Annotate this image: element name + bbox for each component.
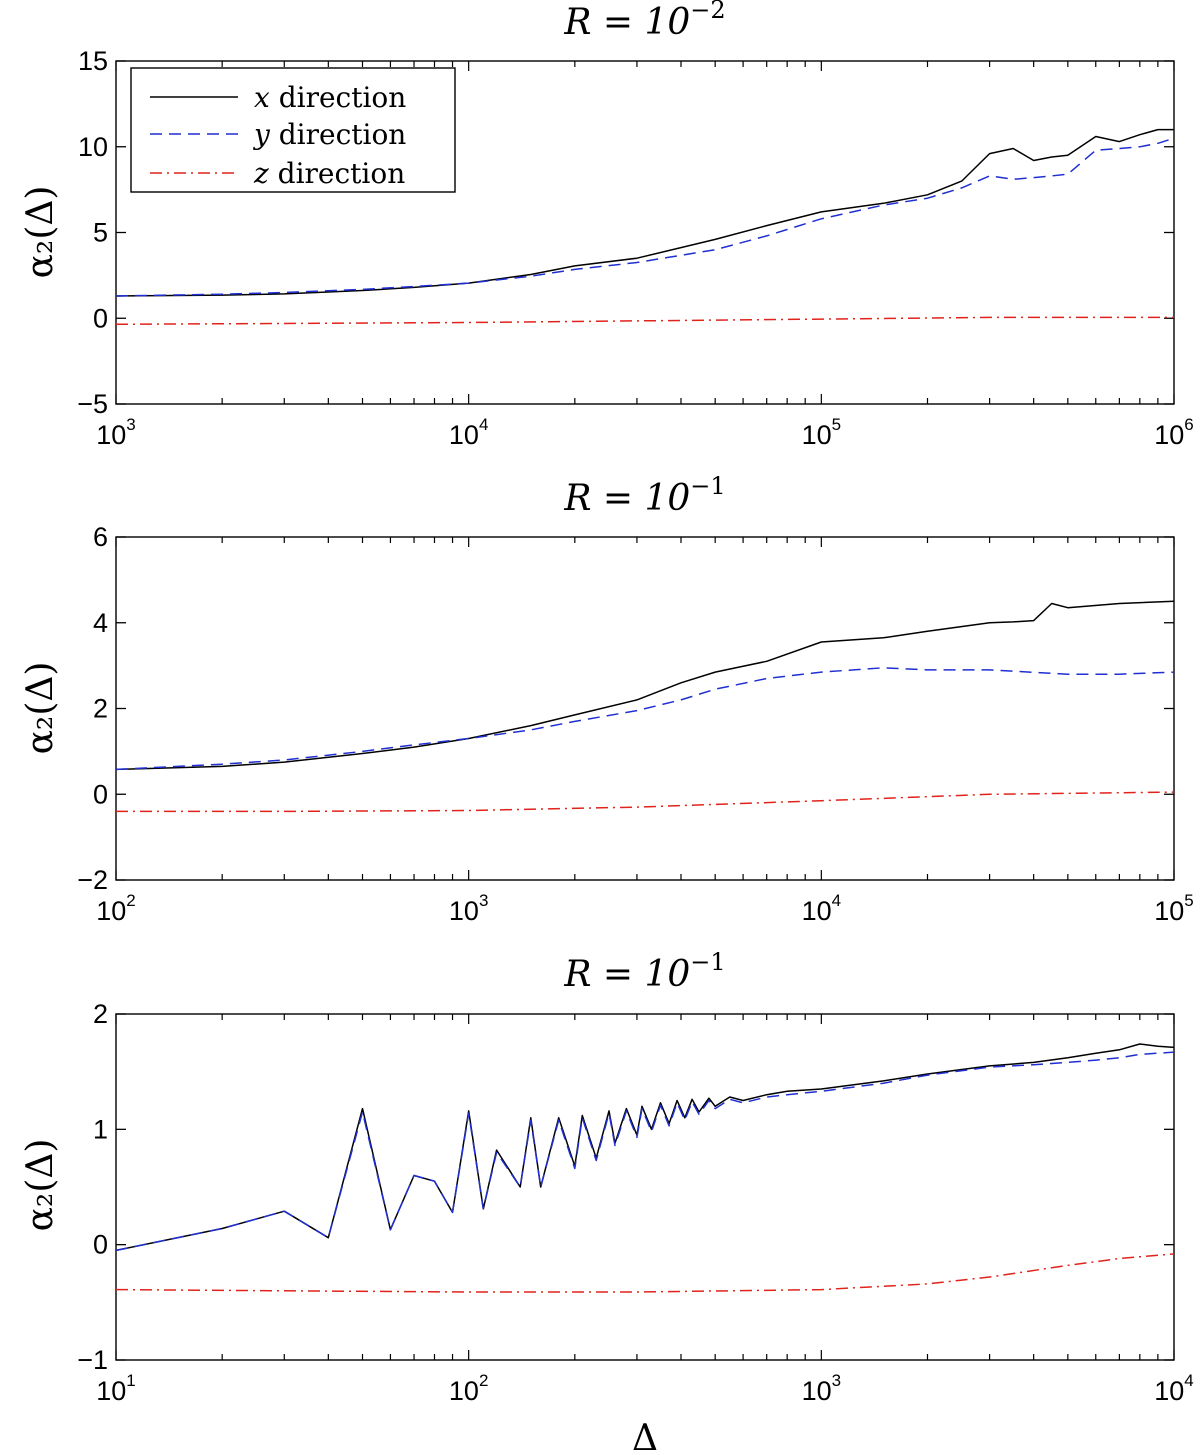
panel-3-axes-frame <box>115 1013 1175 1361</box>
xtick-label-base: 10 <box>1154 420 1184 450</box>
panel-2-series <box>115 600 1175 813</box>
ytick-label: 5 <box>93 218 108 248</box>
legend-box <box>130 67 456 193</box>
ytick-label: 2 <box>93 999 108 1029</box>
panel-2-title-base: R = 10 <box>563 478 690 519</box>
panel-3-xlabel: Δ <box>632 1418 658 1455</box>
xtick-label-base: 10 <box>96 420 126 450</box>
xtick-label-base: 10 <box>1154 896 1184 926</box>
xtick-label-base: 10 <box>1154 1376 1184 1406</box>
ytick-label: 0 <box>93 1230 108 1260</box>
xtick-label-exponent: 5 <box>832 415 841 434</box>
xtick-label-exponent: 4 <box>1184 1371 1193 1390</box>
panel-2-ylabel: α₂(Δ) <box>20 662 61 755</box>
xtick-label: 103 <box>449 891 489 926</box>
ytick-label: −2 <box>77 865 108 895</box>
panel-1-title-base: R = 10 <box>563 2 690 43</box>
panel-2-title-exponent: −1 <box>690 472 725 500</box>
xtick-label: 102 <box>449 1371 489 1406</box>
series-x-direction <box>115 128 1174 297</box>
panel-1-series <box>115 128 1175 326</box>
xtick-label-base: 10 <box>96 896 126 926</box>
xtick-label: 105 <box>802 415 842 450</box>
legend-entry-x-var: x <box>254 81 270 114</box>
ytick-label: −5 <box>77 389 108 419</box>
ytick-label: 2 <box>93 694 108 724</box>
ytick-label: 4 <box>93 608 108 638</box>
legend-entry-y-text: direction <box>270 118 407 151</box>
series-z-direction <box>115 1253 1175 1293</box>
series-z-direction <box>116 791 1175 813</box>
xtick-label: 104 <box>1154 1371 1194 1406</box>
xtick-label: 103 <box>802 1371 842 1406</box>
xtick-label: 103 <box>96 415 136 450</box>
xtick-label-exponent: 4 <box>479 415 488 434</box>
xtick-label-exponent: 1 <box>126 1371 135 1390</box>
xtick-label-base: 10 <box>449 420 479 450</box>
ytick-label: 0 <box>93 779 108 809</box>
xtick-label-base: 10 <box>802 1376 832 1406</box>
xtick-label-base: 10 <box>96 1376 126 1406</box>
series-y-direction <box>115 667 1175 771</box>
legend-entry-x-text: direction <box>270 81 407 114</box>
panel-1-ylabel: α₂(Δ) <box>20 186 61 279</box>
panel-3-title-exponent: −1 <box>690 948 725 976</box>
legend-entry-x: x direction <box>254 81 406 114</box>
xtick-label-exponent: 3 <box>479 891 488 910</box>
xtick-label-exponent: 3 <box>126 415 135 434</box>
xtick-label-base: 10 <box>802 896 832 926</box>
xtick-label-exponent: 5 <box>1184 891 1193 910</box>
panel-1-legend: x direction y direction z direction <box>130 67 456 193</box>
panel-3-series <box>115 1043 1175 1293</box>
panel-2-title: R = 10−1 <box>563 472 725 519</box>
ytick-label: 1 <box>93 1114 108 1144</box>
ytick-label: 0 <box>93 303 108 333</box>
ytick-label: 10 <box>78 132 108 162</box>
xtick-label-base: 10 <box>802 420 832 450</box>
xtick-label: 106 <box>1154 415 1194 450</box>
xtick-label: 105 <box>1154 891 1194 926</box>
ytick-label: 6 <box>93 522 108 552</box>
xtick-label: 101 <box>96 1371 136 1406</box>
xtick-label-exponent: 6 <box>1184 415 1193 434</box>
panel-3-title-base: R = 10 <box>563 954 690 995</box>
xtick-label-base: 10 <box>449 896 479 926</box>
panel-3-title: R = 10−1 <box>563 948 725 995</box>
legend-entry-y-var: y <box>252 118 271 151</box>
ytick-label: 15 <box>78 46 108 76</box>
panel-1-title-exponent: −2 <box>690 0 725 24</box>
ytick-label: −1 <box>77 1345 108 1375</box>
series-x-direction <box>115 1043 1175 1252</box>
legend-entry-z-var: z <box>253 157 269 190</box>
xtick-label-exponent: 2 <box>479 1371 488 1390</box>
legend-entry-z-text: direction <box>269 157 406 190</box>
xtick-label-exponent: 3 <box>832 1371 841 1390</box>
xtick-label-exponent: 2 <box>126 891 135 910</box>
series-x-direction <box>115 600 1175 771</box>
xtick-label: 104 <box>449 415 489 450</box>
panel-3-ylabel: α₂(Δ) <box>20 1139 61 1232</box>
xtick-label-base: 10 <box>449 1376 479 1406</box>
xtick-label: 104 <box>802 891 842 926</box>
xtick-label: 102 <box>96 891 136 926</box>
legend-entry-z: z direction <box>253 157 405 190</box>
xtick-label-exponent: 4 <box>832 891 841 910</box>
legend-entry-y: y direction <box>252 118 406 151</box>
panel-1-title: R = 10−2 <box>563 0 725 43</box>
series-y-direction <box>115 1051 1175 1252</box>
series-z-direction <box>115 316 1174 326</box>
